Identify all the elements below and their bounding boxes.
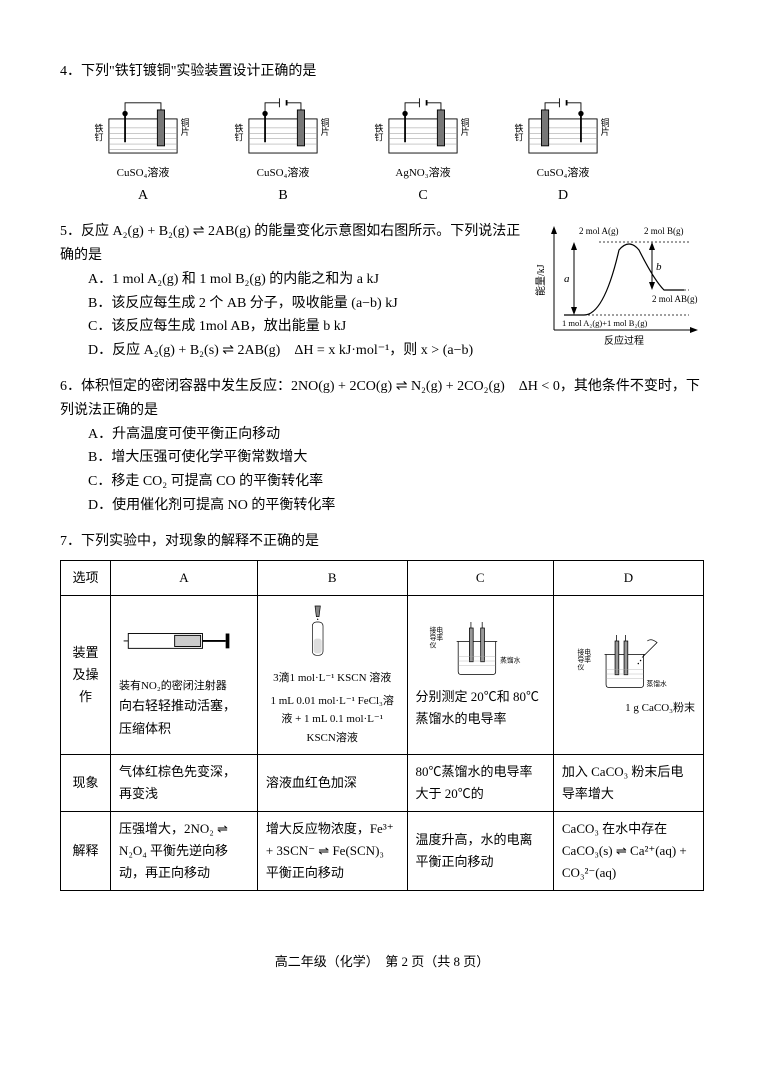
q7-b-explain: 增大反应物浓度，Fe³⁺ + 3SCN⁻ ⇌ Fe(SCN)₃ 平衡正向移动	[257, 811, 407, 890]
q7-d-phenom: 加入 CaCO₃ 粉末后电导率增大	[553, 754, 703, 811]
question-4: 4．下列"铁钉镀铜"实验装置设计正确的是 铁钉 铜片 CuSO₄溶液	[60, 60, 704, 208]
q7-hdr-a: A	[110, 560, 257, 595]
q7-a-explain: 压强增大，2NO₂ ⇌ N₂O₄ 平衡先逆向移动，再正向移动	[110, 811, 257, 890]
q4-text: 下列"铁钉镀铜"实验装置设计正确的是	[81, 64, 316, 79]
q5-opt-c: C．该反应每生成 1mol AB，放出能量 b kJ	[60, 315, 524, 339]
svg-text:钉: 钉	[95, 132, 104, 142]
q7-a-phenom: 气体红棕色先变深，再变浅	[110, 754, 257, 811]
q7-a-caption1: 装有NO₂的密闭注射器	[119, 677, 249, 696]
q4-device-a: 铁钉 铜片 CuSO₄溶液 A	[88, 92, 198, 208]
q5-intro: 反应 A₂(g) + B₂(g) ⇌ 2AB(g) 的能量变化示意图如右图所示。…	[60, 224, 520, 263]
q6-opt-c: C．移走 CO₂ 可提高 CO 的平衡转化率	[60, 470, 704, 494]
chart-bottom: 1 mol A₂(g)+1 mol B₂(g)	[562, 318, 647, 328]
svg-text:片: 片	[321, 126, 330, 137]
svg-text:导率: 导率	[429, 633, 443, 642]
q7-b-device: 3滴1 mol·L⁻¹ KSCN 溶液 1 mL 0.01 mol·L⁻¹ Fe…	[257, 595, 407, 754]
q6-text: 体积恒定的密闭容器中发生反应：2NO(g) + 2CO(g) ⇌ N₂(g) +…	[60, 379, 700, 418]
q7-hdr-c: C	[407, 560, 553, 595]
q7-row-explain-label: 解释	[61, 811, 111, 890]
svg-text:片: 片	[461, 126, 470, 137]
q7-c-device: 接电 导率 仪 蒸馏水 分别测定 20℃和 80℃蒸馏水的电导率	[407, 595, 553, 754]
q7-number: 7．	[60, 534, 81, 549]
q5-energy-chart: a b 2 mol A(g) 2 mol B(g) 2 mol AB(g) 1 …	[534, 220, 704, 363]
q7-c-explain: 温度升高，水的电离平衡正向移动	[407, 811, 553, 890]
svg-text:导率: 导率	[577, 655, 591, 664]
svg-text:接电: 接电	[429, 626, 443, 635]
q6-opt-a: A．升高温度可使平衡正向移动	[60, 423, 704, 447]
q7-hdr-col0: 选项	[61, 560, 111, 595]
page-footer: 高二年级（化学） 第 2 页（共 8 页）	[60, 951, 704, 973]
q7-d-device: 接电 导率 仪 蒸馏水 1 g CaCO₃粉末	[553, 595, 703, 754]
q4-c-letter: C	[368, 184, 478, 208]
q7-b-top: 3滴1 mol·L⁻¹ KSCN 溶液	[266, 669, 399, 688]
question-7: 7．下列实验中，对现象的解释不正确的是 选项 A B C D 装置及操作 装有N…	[60, 530, 704, 891]
q7-row-device-label: 装置及操作	[61, 595, 111, 754]
svg-text:仪: 仪	[577, 663, 584, 671]
q4-device-c: 铁钉 铜片 AgNO₃溶液 C	[368, 92, 478, 208]
beaker-electrode-powder-icon: 接电 导率 仪 蒸馏水	[562, 632, 695, 692]
energy-diagram-icon: a b 2 mol A(g) 2 mol B(g) 2 mol AB(g) 1 …	[534, 220, 704, 350]
q4-c-solution: AgNO₃溶液	[368, 164, 478, 183]
q6-number: 6．	[60, 379, 81, 394]
svg-text:片: 片	[181, 126, 190, 137]
q6-opt-d: D．使用催化剂可提高 NO 的平衡转化率	[60, 494, 704, 518]
beaker-electrode-icon: 接电 导率 仪 蒸馏水	[416, 619, 545, 679]
table-row: 装置及操作 装有NO₂的密闭注射器 向右轻轻推动活塞，压缩体积	[61, 595, 704, 754]
electrochemistry-cell-icon: 铁钉 铜片	[88, 92, 198, 162]
table-row: 解释 压强增大，2NO₂ ⇌ N₂O₄ 平衡先逆向移动，再正向移动 增大反应物浓…	[61, 811, 704, 890]
svg-text:仪: 仪	[429, 642, 436, 650]
q4-a-letter: A	[88, 184, 198, 208]
svg-text:钉: 钉	[375, 132, 384, 142]
svg-text:蒸馏水: 蒸馏水	[500, 656, 521, 665]
electrochemistry-cell-icon: 铁钉 铜片	[228, 92, 338, 162]
syringe-icon	[119, 610, 249, 670]
q7-a-device: 装有NO₂的密闭注射器 向右轻轻推动活塞，压缩体积	[110, 595, 257, 754]
q7-c-device-text: 分别测定 20℃和 80℃蒸馏水的电导率	[416, 686, 545, 730]
q7-table: 选项 A B C D 装置及操作 装有NO₂的密闭注射器 向右轻轻推动活塞，压缩…	[60, 560, 704, 891]
chart-ylabel: 能量/kJ	[534, 265, 547, 297]
svg-text:钉: 钉	[515, 132, 524, 142]
q7-d-explain: CaCO₃ 在水中存在 CaCO₃(s) ⇌ Ca²⁺(aq) + CO₃²⁻(…	[553, 811, 703, 890]
q7-row-phenom-label: 现象	[61, 754, 111, 811]
q5-opt-a: A．1 mol A₂(g) 和 1 mol B₂(g) 的内能之和为 a kJ	[60, 268, 524, 292]
question-5: 5．反应 A₂(g) + B₂(g) ⇌ 2AB(g) 的能量变化示意图如右图所…	[60, 220, 704, 363]
q4-d-solution: CuSO₄溶液	[508, 164, 618, 183]
q5-opt-d: D．反应 A₂(g) + B₂(s) ⇌ 2AB(g) ΔH = x kJ·mo…	[60, 339, 524, 363]
svg-text:b: b	[656, 261, 662, 273]
q4-b-solution: CuSO₄溶液	[228, 164, 338, 183]
q7-d-add: 1 g CaCO₃粉末	[562, 699, 695, 718]
svg-text:a: a	[564, 273, 570, 285]
q4-devices-row: 铁钉 铜片 CuSO₄溶液 A 铁钉 铜片 C	[88, 92, 704, 208]
table-row: 选项 A B C D	[61, 560, 704, 595]
q7-text: 下列实验中，对现象的解释不正确的是	[81, 534, 319, 549]
svg-text:钉: 钉	[235, 132, 244, 142]
q5-number: 5．	[60, 224, 81, 239]
q5-opt-b: B．该反应每生成 2 个 AB 分子，吸收能量 (a−b) kJ	[60, 292, 524, 316]
q4-number: 4．	[60, 64, 81, 79]
test-tube-dropper-icon	[266, 602, 399, 662]
q7-a-device-text: 向右轻轻推动活塞，压缩体积	[119, 695, 249, 739]
chart-mid-right: 2 mol AB(g)	[652, 294, 698, 304]
q4-a-solution: CuSO₄溶液	[88, 164, 198, 183]
q7-hdr-b: B	[257, 560, 407, 595]
q7-hdr-d: D	[553, 560, 703, 595]
q4-device-b: 铁钉 铜片 CuSO₄溶液 B	[228, 92, 338, 208]
question-6: 6．体积恒定的密闭容器中发生反应：2NO(g) + 2CO(g) ⇌ N₂(g)…	[60, 375, 704, 518]
q4-d-letter: D	[508, 184, 618, 208]
electrochemistry-cell-icon: 铁钉 铜片	[368, 92, 478, 162]
chart-top-left: 2 mol A(g)	[579, 226, 619, 236]
chart-top-right: 2 mol B(g)	[644, 226, 684, 236]
q7-c-phenom: 80℃蒸馏水的电导率大于 20℃的	[407, 754, 553, 811]
q7-b-mid: 1 mL 0.01 mol·L⁻¹ FeCl₃溶液 + 1 mL 0.1 mol…	[266, 692, 399, 748]
q4-b-letter: B	[228, 184, 338, 208]
table-row: 现象 气体红棕色先变深，再变浅 溶液血红色加深 80℃蒸馏水的电导率大于 20℃…	[61, 754, 704, 811]
chart-xlabel: 反应过程	[604, 334, 644, 347]
svg-text:蒸馏水: 蒸馏水	[646, 679, 667, 688]
q7-b-phenom: 溶液血红色加深	[257, 754, 407, 811]
svg-text:接电: 接电	[577, 647, 591, 656]
electrochemistry-cell-icon: 铁钉 铜片	[508, 92, 618, 162]
q6-opt-b: B．增大压强可使化学平衡常数增大	[60, 446, 704, 470]
svg-text:片: 片	[601, 126, 610, 137]
q4-device-d: 铁钉 铜片 CuSO₄溶液 D	[508, 92, 618, 208]
